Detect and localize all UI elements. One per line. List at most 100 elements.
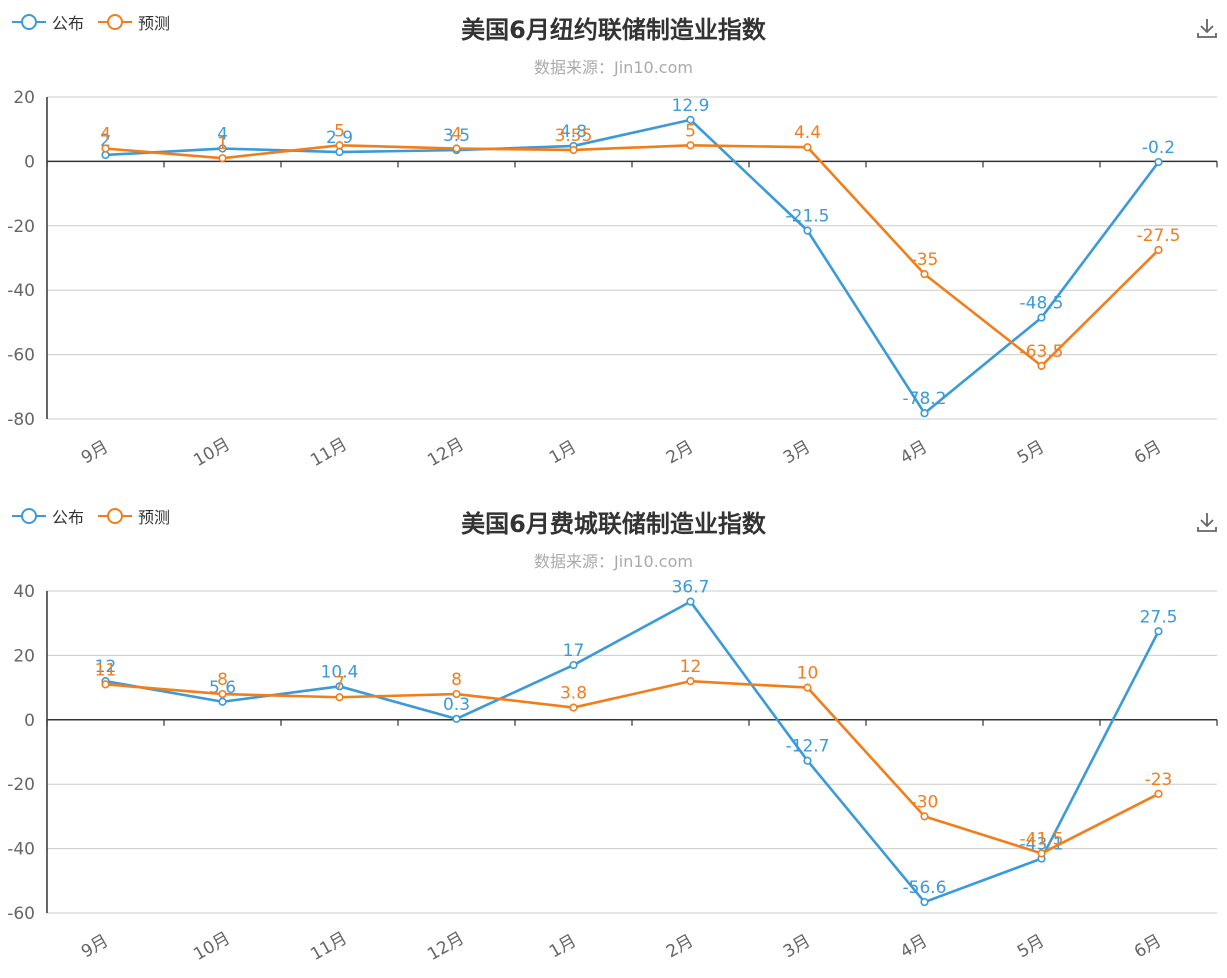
data-point bbox=[1037, 849, 1046, 858]
y-tick-label: -60 bbox=[7, 904, 35, 924]
data-label: -56.6 bbox=[903, 878, 947, 898]
series-line-published bbox=[105, 600, 1160, 904]
data-label: 17 bbox=[563, 641, 585, 661]
data-point bbox=[920, 812, 929, 821]
legend-item-published[interactable]: 公布 bbox=[12, 10, 84, 34]
data-label: 4 bbox=[451, 125, 462, 145]
data-point bbox=[335, 141, 344, 150]
legend-published-icon bbox=[12, 14, 46, 30]
data-label: 36.7 bbox=[672, 578, 710, 598]
data-point bbox=[803, 756, 812, 765]
x-tick-label: 12月 bbox=[424, 928, 467, 965]
y-tick-label: 40 bbox=[13, 582, 35, 602]
data-point bbox=[1037, 313, 1046, 322]
data-point bbox=[335, 682, 344, 691]
legend-forecast-icon bbox=[98, 508, 133, 524]
legend-item-forecast[interactable]: 预测 bbox=[98, 10, 170, 34]
chart-legend[interactable]: 公布 预测 bbox=[12, 504, 184, 528]
x-tick-label: 10月 bbox=[190, 928, 233, 965]
chart-subtitle: 数据来源：Jin10.com bbox=[534, 552, 693, 571]
y-tick-label: -20 bbox=[7, 775, 35, 795]
x-tick-label: 1月 bbox=[546, 931, 580, 962]
data-label: 4.8 bbox=[560, 122, 587, 142]
x-tick-label: 9月 bbox=[78, 437, 112, 468]
data-label: 12 bbox=[680, 657, 702, 677]
data-point bbox=[452, 714, 461, 723]
chart-title: 美国6月纽约联储制造业指数 bbox=[461, 16, 766, 44]
legend-item-forecast[interactable]: 预测 bbox=[98, 504, 170, 528]
data-point bbox=[101, 150, 110, 160]
data-point bbox=[1154, 157, 1163, 167]
x-tick-label: 12月 bbox=[424, 434, 467, 471]
data-label: 1 bbox=[217, 134, 228, 154]
data-point bbox=[803, 683, 812, 692]
data-point bbox=[218, 697, 227, 706]
data-point bbox=[335, 147, 344, 157]
download-icon bbox=[1197, 19, 1217, 38]
data-label: 4 bbox=[100, 125, 111, 145]
data-point bbox=[686, 115, 695, 124]
data-point bbox=[920, 897, 929, 907]
data-label: 5 bbox=[685, 121, 696, 141]
legend-item-published[interactable]: 公布 bbox=[12, 504, 84, 528]
data-label: -0.2 bbox=[1142, 138, 1175, 158]
series-line-published bbox=[105, 118, 1160, 415]
download-button[interactable] bbox=[1195, 16, 1219, 44]
data-label: 5 bbox=[334, 121, 345, 141]
data-label: -35 bbox=[911, 250, 939, 270]
y-tick-label: -60 bbox=[7, 346, 35, 366]
data-label: -27.5 bbox=[1137, 226, 1181, 246]
x-tick-label: 3月 bbox=[780, 437, 814, 468]
y-tick-label: -40 bbox=[7, 840, 35, 860]
data-point bbox=[686, 597, 695, 606]
series-line-forecast bbox=[105, 679, 1160, 855]
data-point bbox=[686, 141, 695, 150]
data-point bbox=[452, 689, 461, 699]
data-label: 0.3 bbox=[443, 695, 470, 715]
data-point bbox=[335, 693, 344, 702]
data-point bbox=[920, 270, 929, 279]
data-point bbox=[686, 677, 695, 686]
x-tick-label: 11月 bbox=[307, 928, 350, 965]
data-point bbox=[218, 144, 227, 153]
data-point bbox=[803, 226, 812, 235]
data-label: 4 bbox=[217, 125, 228, 145]
x-tick-label: 5月 bbox=[1014, 931, 1048, 962]
data-label: 27.5 bbox=[1140, 607, 1178, 627]
data-point bbox=[1154, 627, 1163, 636]
chart-subtitle: 数据来源：Jin10.com bbox=[534, 58, 693, 77]
y-tick-label: -40 bbox=[7, 281, 35, 301]
data-point bbox=[218, 689, 227, 699]
x-tick-label: 1月 bbox=[546, 437, 580, 468]
chart-legend[interactable]: 公布 预测 bbox=[12, 10, 184, 34]
download-button[interactable] bbox=[1195, 510, 1219, 538]
x-tick-label: 4月 bbox=[897, 931, 931, 962]
y-tick-label: -80 bbox=[7, 410, 35, 430]
x-tick-label: 5月 bbox=[1014, 437, 1048, 468]
data-label: 8 bbox=[451, 670, 462, 690]
data-point bbox=[1154, 789, 1163, 798]
data-point bbox=[101, 680, 110, 689]
y-tick-label: 0 bbox=[24, 152, 35, 172]
data-point bbox=[452, 144, 461, 153]
data-label: 4.4 bbox=[794, 123, 821, 143]
data-label: -21.5 bbox=[786, 207, 830, 227]
x-tick-label: 6月 bbox=[1131, 931, 1165, 962]
data-label: 8 bbox=[217, 670, 228, 690]
y-tick-label: 20 bbox=[13, 646, 35, 666]
data-label: 11 bbox=[95, 660, 117, 680]
data-label: 10.4 bbox=[321, 662, 359, 682]
data-label: -41.5 bbox=[1020, 829, 1064, 849]
data-label: -78.2 bbox=[903, 389, 947, 409]
legend-forecast-icon bbox=[98, 14, 133, 30]
x-tick-label: 10月 bbox=[190, 434, 233, 471]
data-label: 7 bbox=[334, 673, 345, 693]
data-label: 12 bbox=[95, 657, 117, 677]
data-label: -48.5 bbox=[1020, 294, 1064, 314]
x-tick-label: 2月 bbox=[663, 437, 697, 468]
x-tick-label: 2月 bbox=[663, 931, 697, 962]
series-line-forecast bbox=[105, 144, 1160, 368]
data-point bbox=[101, 144, 110, 153]
